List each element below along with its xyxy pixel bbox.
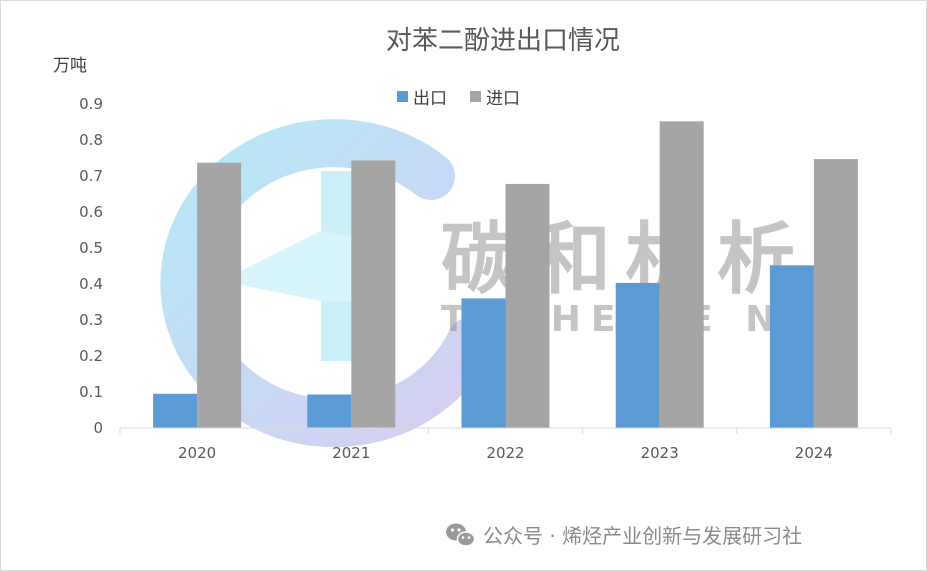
footer: 公众号 · 烯烃产业创新与发展研习社 [446,523,802,548]
y-tick-label: 0.3 [79,311,103,329]
x-tick-label: 2024 [795,444,833,462]
y-tick-label: 0.4 [79,275,103,293]
bar-import-2024 [813,159,858,428]
bar-export-2023 [615,282,660,428]
bar-export-2024 [769,265,814,428]
legend-swatch-export [397,91,408,102]
legend-swatch-import [470,91,481,102]
chart-title: 对苯二酚进出口情况 [386,26,620,56]
bar-export-2020 [153,393,198,428]
x-axis: 2020 2021 2022 2023 2024 [119,427,892,462]
bar-import-2022 [505,183,550,428]
bar-import-2021 [351,160,396,428]
y-tick-label: 0.9 [79,95,103,113]
y-tick-label: 0.1 [79,383,103,401]
legend: 出口 进口 [397,89,520,109]
x-tick-label: 2022 [486,444,524,462]
bars [153,121,858,428]
y-axis-ticks: 0 0.1 0.2 0.3 0.4 0.5 0.6 0.7 0.8 0.9 [79,95,103,437]
legend-label-export: 出口 [413,89,447,109]
x-tick-label: 2023 [641,444,679,462]
y-tick-label: 0.2 [79,347,103,365]
wechat-icon [446,523,476,547]
x-tick-label: 2021 [332,444,370,462]
y-tick-label: 0 [93,419,103,437]
bar-import-2023 [659,121,704,428]
y-axis-unit-label: 万吨 [53,56,87,76]
y-tick-label: 0.5 [79,239,103,257]
bar-export-2021 [307,394,352,428]
footer-text: 公众号 · 烯烃产业创新与发展研习社 [483,524,802,548]
y-tick-label: 0.8 [79,131,103,149]
y-tick-label: 0.7 [79,167,103,185]
bar-import-2020 [197,162,242,428]
legend-label-import: 进口 [486,89,520,109]
x-tick-label: 2020 [178,444,216,462]
y-tick-label: 0.6 [79,203,103,221]
bar-export-2022 [461,298,506,428]
